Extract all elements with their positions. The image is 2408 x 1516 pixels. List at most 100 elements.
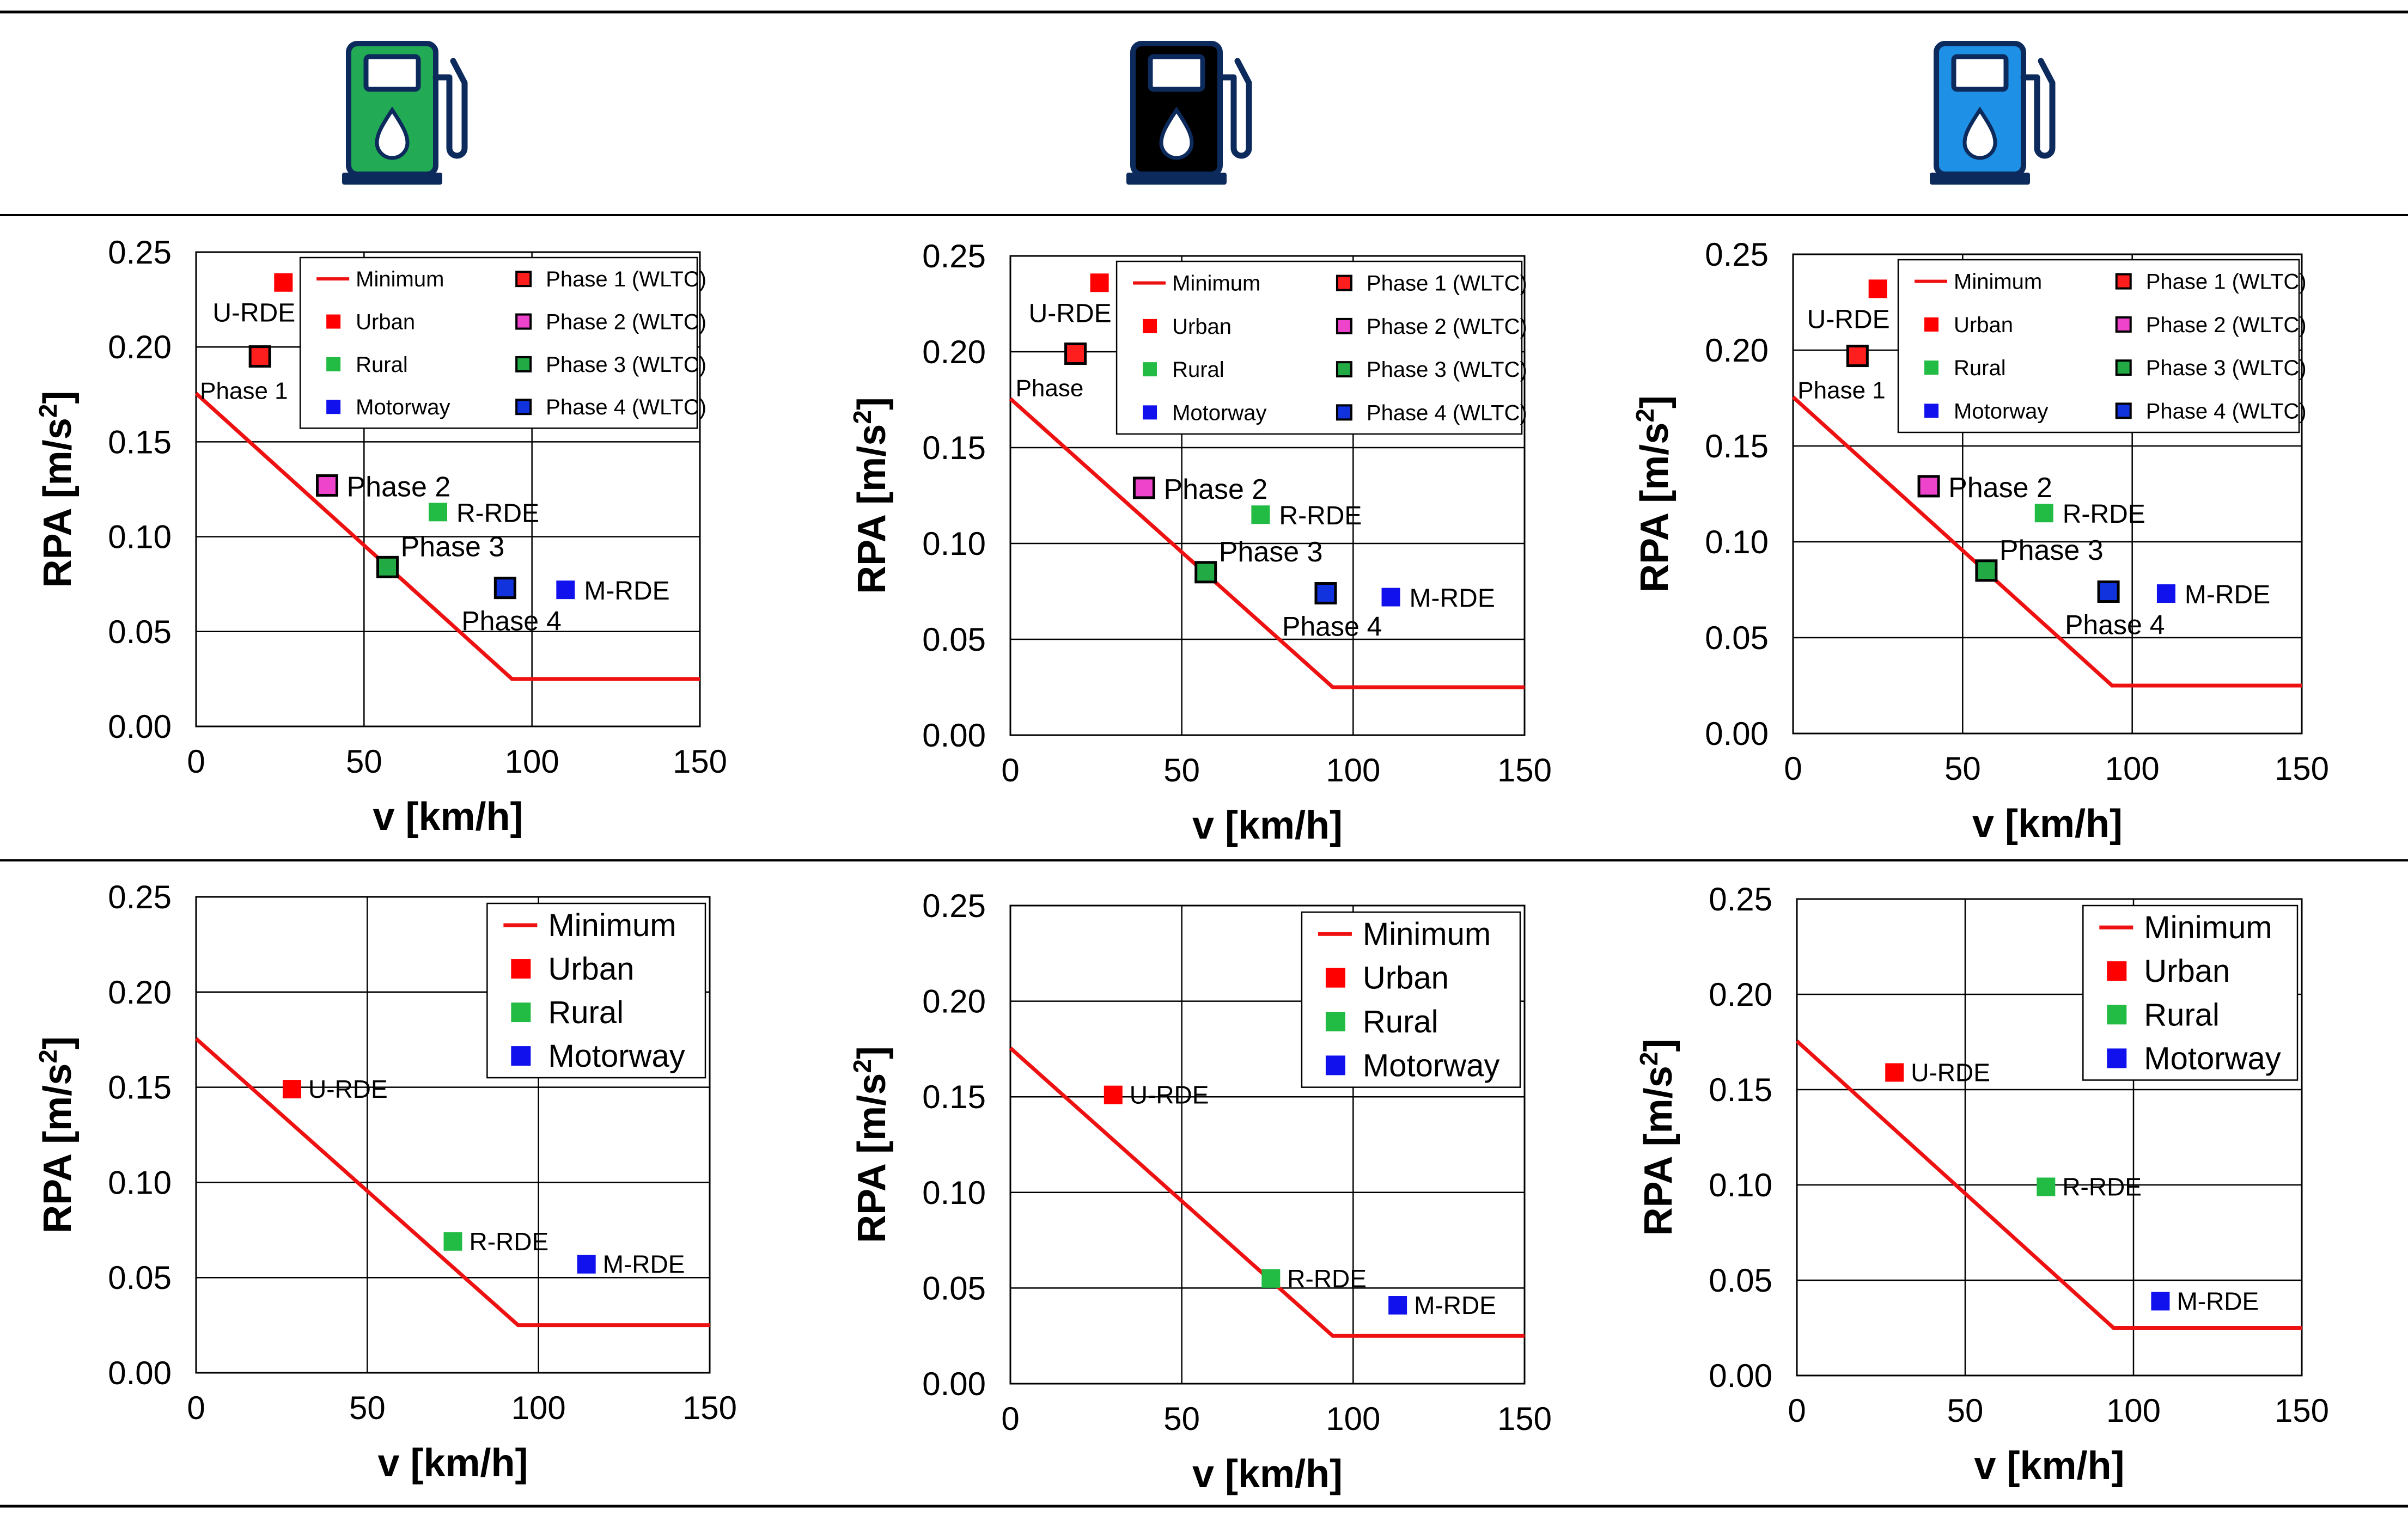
legend-label: Rural xyxy=(548,995,624,1030)
y-axis-title: RPA [m/s2] xyxy=(848,397,894,594)
x-tick-label: 150 xyxy=(1497,1401,1552,1437)
point-label: M-RDE xyxy=(1410,584,1495,613)
legend-swatch-phase2 xyxy=(2115,316,2132,333)
x-tick-label: 50 xyxy=(346,743,382,780)
legend-swatch-phase3 xyxy=(2115,359,2132,376)
point-label: Phase 3 xyxy=(1219,536,1323,568)
point-u-rde xyxy=(274,273,293,292)
point-label: R-RDE xyxy=(470,1227,549,1256)
y-tick-label: 0.25 xyxy=(108,234,172,271)
x-axis-title: v [km/h] xyxy=(377,1441,528,1485)
x-axis-title: v [km/h] xyxy=(1972,802,2123,846)
point-phase-4 xyxy=(2097,580,2120,603)
legend-label: Rural xyxy=(1954,356,2006,380)
point-label: M-RDE xyxy=(2185,580,2270,609)
point-m-rde xyxy=(556,580,575,600)
x-tick-label: 150 xyxy=(673,743,727,780)
fuel-pump-black-icon xyxy=(1126,41,1252,185)
x-tick-label: 100 xyxy=(1326,752,1380,788)
y-tick-label: 0.15 xyxy=(1709,1072,1772,1108)
legend-label: Phase 2 (WLTC) xyxy=(1367,315,1527,339)
y-tick-label: 0.00 xyxy=(922,717,986,754)
x-tick-label: 150 xyxy=(1497,752,1552,788)
point-label: Phase xyxy=(1016,375,1084,402)
minimum-line xyxy=(1795,1040,2302,1330)
pump-base xyxy=(1126,173,1227,185)
y-axis-title-end: ] xyxy=(850,1046,894,1059)
legend-label: Phase 3 (WLTC) xyxy=(1367,358,1527,382)
point-m-rde xyxy=(577,1255,596,1274)
y-axis-title: RPA [m/s2] xyxy=(848,1046,894,1243)
legend-label: Motorway xyxy=(356,395,450,419)
x-tick-label: 100 xyxy=(2106,1392,2161,1429)
y-tick-label: 0.05 xyxy=(922,621,986,658)
chart-bottom-right: 0 50 100 150 0.00 0.05 0.10 0.15 0.20 0.25 v [km/h… xyxy=(1635,881,2329,1488)
legend-label: Minimum xyxy=(1172,272,1260,296)
legend-label: Motorway xyxy=(548,1038,685,1074)
y-tick-label: 0.25 xyxy=(1709,881,1772,918)
x-tick-label: 50 xyxy=(349,1390,386,1426)
point-phase-4 xyxy=(493,577,516,600)
y-axis-title-end: ] xyxy=(1637,1039,1680,1052)
legend-swatch-motorway xyxy=(326,400,341,414)
legend-label: Minimum xyxy=(356,267,444,291)
y-tick-label: 0.05 xyxy=(1705,620,1769,656)
legend-swatch-phase2 xyxy=(515,313,532,330)
fuel-drop-icon xyxy=(375,106,410,160)
legend-swatch-motorway xyxy=(1143,405,1157,420)
point-label: M-RDE xyxy=(1414,1291,1496,1319)
x-tick-label: 0 xyxy=(1001,752,1019,788)
y-axis-title-main: RPA [m/s xyxy=(850,1073,894,1243)
point-r-rde xyxy=(2037,1177,2056,1196)
x-tick-label: 50 xyxy=(1947,1392,1984,1429)
point-r-rde xyxy=(1261,1269,1281,1288)
y-axis-title-end: ] xyxy=(36,1036,80,1049)
x-tick-label: 100 xyxy=(505,743,559,780)
legend-swatch-motorway xyxy=(511,1046,531,1066)
minimum-line xyxy=(1009,1047,1525,1338)
y-axis-title-sup: 2 xyxy=(848,1059,876,1073)
legend-box xyxy=(1115,260,1523,435)
legend-label: Phase 3 (WLTC) xyxy=(546,353,706,377)
chart-bottom-left: 0 50 100 150 0.00 0.05 0.10 0.15 0.20 0.25 v [km/h… xyxy=(34,879,737,1485)
legend-label: Phase 4 (WLTC) xyxy=(2146,399,2307,423)
legend-label: Phase 1 (WLTC) xyxy=(1367,272,1527,296)
legend-label: Rural xyxy=(2144,997,2220,1032)
point-u-rde xyxy=(283,1080,302,1099)
legend-label: Urban xyxy=(2144,953,2230,989)
y-tick-label: 0.15 xyxy=(108,424,172,460)
charts: 0 50 100 150 0.00 0.05 0.10 0.15 0.20 0.25 v [km/h… xyxy=(34,234,2329,1496)
y-axis-title-end: ] xyxy=(1633,395,1677,408)
point-m-rde xyxy=(2151,1292,2170,1311)
minimum-line xyxy=(194,1037,710,1328)
point-label: U-RDE xyxy=(212,299,295,328)
legend: Minimum Urban Rural Motorway Phase 1 (WLTC) P… xyxy=(1115,260,1527,435)
x-axis-title: v [km/h] xyxy=(1192,804,1343,847)
y-axis-title-main: RPA [m/s xyxy=(36,418,80,588)
point-phase-2 xyxy=(316,474,338,497)
legend-swatch-urban xyxy=(511,959,531,979)
y-axis-title: RPA [m/s2] xyxy=(34,391,80,588)
legend-label: Urban xyxy=(1954,313,2013,337)
point-phase-2 xyxy=(1917,475,1940,498)
pump-display xyxy=(1148,54,1205,92)
legend-box xyxy=(299,256,698,429)
point-phase-1 xyxy=(1846,345,1869,368)
legend-swatch-rural xyxy=(1924,360,1939,375)
x-tick-label: 150 xyxy=(2275,1392,2329,1429)
x-axis-title: v [km/h] xyxy=(1974,1444,2124,1488)
point-m-rde xyxy=(1388,1296,1407,1315)
pump-display xyxy=(1951,54,2009,92)
chart-top-middle: 0 50 100 150 0.00 0.05 0.10 0.15 0.20 0.25 v [km/h… xyxy=(848,238,1552,847)
y-tick-label: 0.10 xyxy=(1705,524,1769,560)
y-axis-title: RPA [m/s2] xyxy=(1631,395,1677,592)
y-axis-title-end: ] xyxy=(850,397,894,410)
x-axis-title: v [km/h] xyxy=(1192,1452,1343,1496)
legend-label: Urban xyxy=(548,951,634,987)
y-tick-label: 0.20 xyxy=(108,329,172,365)
legend-swatch-phase1 xyxy=(2115,273,2132,290)
legend-swatch-urban xyxy=(1143,319,1157,333)
point-label: R-RDE xyxy=(456,499,539,528)
y-axis-title-sup: 2 xyxy=(1635,1052,1663,1066)
